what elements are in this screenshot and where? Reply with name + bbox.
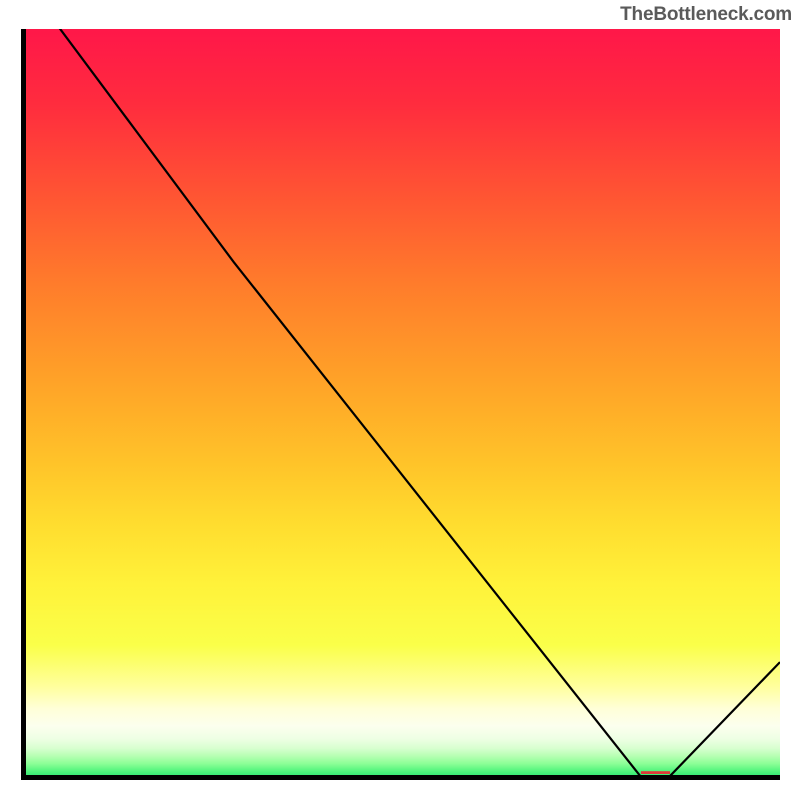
chart-axes: [21, 29, 780, 780]
plot-area: ▪▪▪▪▪▪▪▪▪▪▪▪: [21, 29, 780, 780]
watermark-text: TheBottleneck.com: [620, 4, 792, 26]
